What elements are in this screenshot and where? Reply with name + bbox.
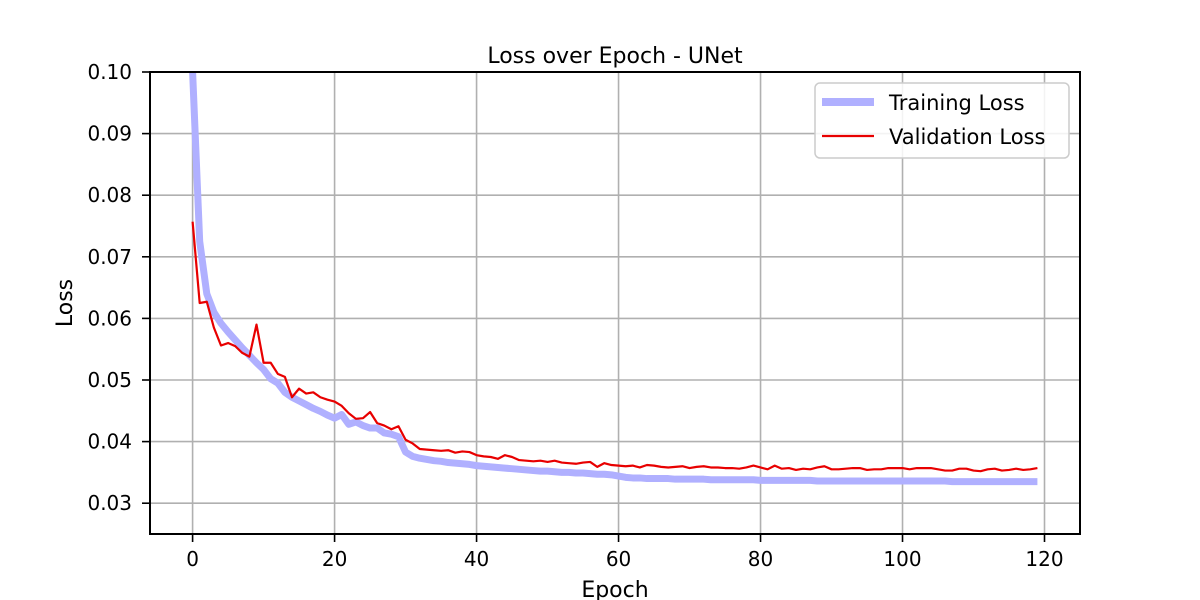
y-tick-label: 0.03 — [87, 491, 132, 515]
x-tick-label: 120 — [1025, 547, 1063, 571]
plot-frame — [149, 71, 1081, 535]
y-tick-label: 0.09 — [87, 122, 132, 146]
x-tick-label: 100 — [883, 547, 921, 571]
chart-title: Loss over Epoch - UNet — [487, 44, 743, 69]
y-tick-label: 0.10 — [87, 60, 132, 84]
y-tick-label: 0.04 — [87, 430, 132, 454]
x-tick-label: 80 — [748, 547, 773, 571]
legend-label-training: Training Loss — [888, 91, 1025, 115]
x-tick-label: 60 — [606, 547, 631, 571]
legend-box — [814, 82, 1070, 159]
legend-label-validation: Validation Loss — [889, 125, 1045, 149]
legend: Training Loss Validation Loss — [814, 82, 1070, 159]
series-layer — [189, 72, 1038, 486]
y-axis-label: Loss — [53, 279, 78, 327]
y-tick-label: 0.05 — [87, 368, 132, 392]
x-tick-label: 0 — [186, 547, 199, 571]
axis-ticks: 0 20 40 60 80 100 120 0.03 0.04 0.05 0.06 0.07 0.08 0… — [87, 60, 1063, 571]
y-tick-label: 0.08 — [87, 183, 132, 207]
x-tick-label: 20 — [322, 547, 347, 571]
x-axis-label: Epoch — [581, 578, 648, 600]
y-tick-label: 0.06 — [87, 306, 132, 330]
validation-loss-line — [191, 221, 1038, 473]
y-tick-label: 0.07 — [87, 245, 132, 269]
training-loss-line — [189, 72, 1038, 486]
x-tick-label: 40 — [464, 547, 489, 571]
